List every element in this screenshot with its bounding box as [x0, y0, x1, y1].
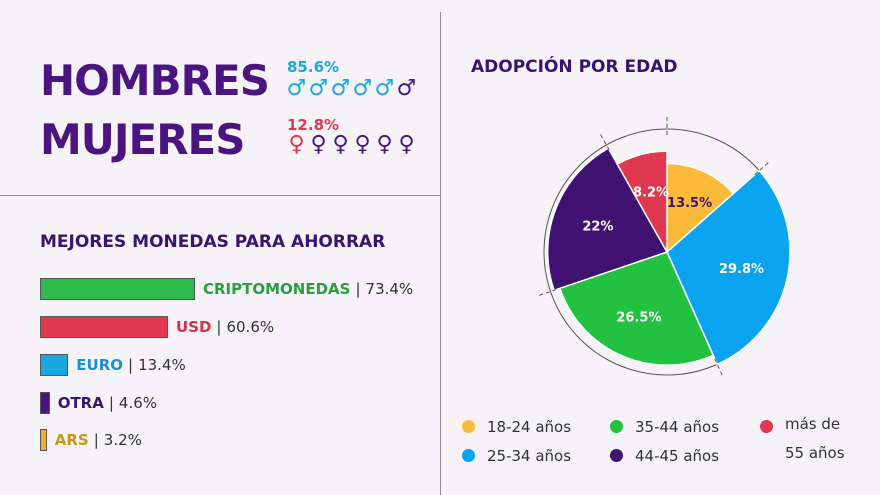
bar-value-otra: 4.6%: [118, 394, 158, 412]
men-percent: 85.6%: [287, 58, 340, 76]
pie-value-label: 29.8%: [719, 262, 764, 277]
bar-value-ars: 3.2%: [103, 431, 142, 449]
women-label: MUJERES: [40, 115, 245, 164]
legend-swatch-35-44: [610, 420, 623, 433]
bar-label-usd: USD: [175, 318, 212, 336]
bar-row-ars: ARS | 3.2%: [40, 429, 142, 451]
male-symbol-icon: ♂: [286, 76, 308, 101]
horizontal-divider: [0, 195, 440, 196]
bar-row-criptomonedas: CRIPTOMONEDAS | 73.4%: [40, 278, 413, 300]
bar-value-criptomonedas: 73.4%: [365, 280, 414, 298]
bar-separator: |: [93, 431, 99, 449]
pie-value-label: 22%: [582, 220, 613, 235]
legend-label-55-plus-line1: más de: [785, 415, 841, 433]
pie-slice-18-24-a-os: [666, 162, 735, 254]
legend-label-35-44: 35-44 años: [635, 418, 720, 436]
legend-item-25-34: 25-34 años: [462, 446, 571, 466]
bar-criptomonedas: [40, 278, 195, 300]
female-symbol-icon: ♀: [398, 132, 416, 157]
bar-separator: |: [128, 356, 134, 374]
male-symbol-icon: ♂: [352, 76, 374, 101]
bar-row-usd: USD | 60.6%: [40, 316, 274, 338]
bar-separator: |: [108, 394, 114, 412]
vertical-divider: [440, 12, 441, 495]
pie-slice-m-s-de-55-a-os: [616, 150, 668, 255]
female-symbol-icon: ♀: [288, 132, 306, 157]
bar-label-euro: EURO: [76, 356, 124, 374]
male-symbol-icon: ♂: [396, 76, 418, 101]
bar-separator: |: [355, 280, 361, 298]
legend-label-25-34: 25-34 años: [487, 447, 572, 465]
bar-separator: |: [216, 318, 222, 336]
pie-value-label: 26.5%: [616, 310, 661, 325]
bar-row-otra: OTRA | 4.6%: [40, 392, 157, 414]
pie-slice-44-45-a-os: [547, 147, 669, 292]
legend-item-55-plus: más de 55 años: [760, 415, 845, 468]
female-symbol-icon: ♀: [376, 132, 394, 157]
bar-value-euro: 13.4%: [138, 356, 186, 374]
legend-item-35-44: 35-44 años: [610, 417, 719, 437]
legend-swatch-25-34: [462, 449, 475, 462]
male-symbol-icon: ♂: [308, 76, 330, 101]
male-symbol-icon: ♂: [330, 76, 352, 101]
female-symbol-icon: ♀: [310, 132, 328, 157]
bar-ars: [40, 429, 47, 451]
age-pie-chart: 13.5% 29.8% 26.5% 22% 8.2%: [537, 115, 791, 378]
legend-item-18-24: 18-24 años: [462, 417, 571, 437]
men-icon-row: ♂♂♂♂♂♂: [286, 78, 418, 100]
legend-swatch-55-plus: [760, 420, 773, 433]
savings-title: MEJORES MONEDAS PARA AHORRAR: [40, 232, 386, 252]
legend-label-18-24: 18-24 años: [487, 418, 572, 436]
legend-swatch-44-45: [610, 449, 623, 462]
bar-label-ars: ARS: [54, 431, 89, 449]
pie-boundary-tick: [537, 289, 557, 297]
women-percent: 12.8%: [287, 116, 340, 134]
female-symbol-icon: ♀: [354, 132, 372, 157]
male-symbol-icon: ♂: [374, 76, 396, 101]
women-icon-row: ♀ ♀ ♀ ♀ ♀ ♀: [286, 134, 418, 156]
pie-boundary-tick: [714, 358, 724, 378]
bar-otra: [40, 392, 50, 414]
pie-boundary-tick: [599, 132, 610, 151]
bar-euro: [40, 354, 69, 376]
men-label: HOMBRES: [40, 56, 270, 105]
bar-row-euro: EURO | 13.4%: [40, 354, 186, 376]
age-title: ADOPCIÓN POR EDAD: [471, 57, 678, 77]
legend-label-55-plus-line2: 55 años: [785, 444, 845, 462]
female-symbol-icon: ♀: [332, 132, 350, 157]
bar-label-criptomonedas: CRIPTOMONEDAS: [203, 280, 351, 298]
bar-label-otra: OTRA: [57, 394, 104, 412]
pie-slice-35-44-a-os: [558, 251, 715, 366]
legend-swatch-18-24: [462, 420, 475, 433]
legend-item-44-45: 44-45 años: [610, 446, 719, 466]
pie-value-label: 13.5%: [667, 196, 712, 211]
pie-boundary-tick: [754, 161, 771, 176]
pie-slice-25-34-a-os: [666, 169, 791, 366]
pie-value-label: 8.2%: [633, 186, 669, 201]
bar-value-usd: 60.6%: [226, 318, 275, 336]
bar-usd: [40, 316, 168, 338]
legend-label-44-45: 44-45 años: [635, 447, 720, 465]
